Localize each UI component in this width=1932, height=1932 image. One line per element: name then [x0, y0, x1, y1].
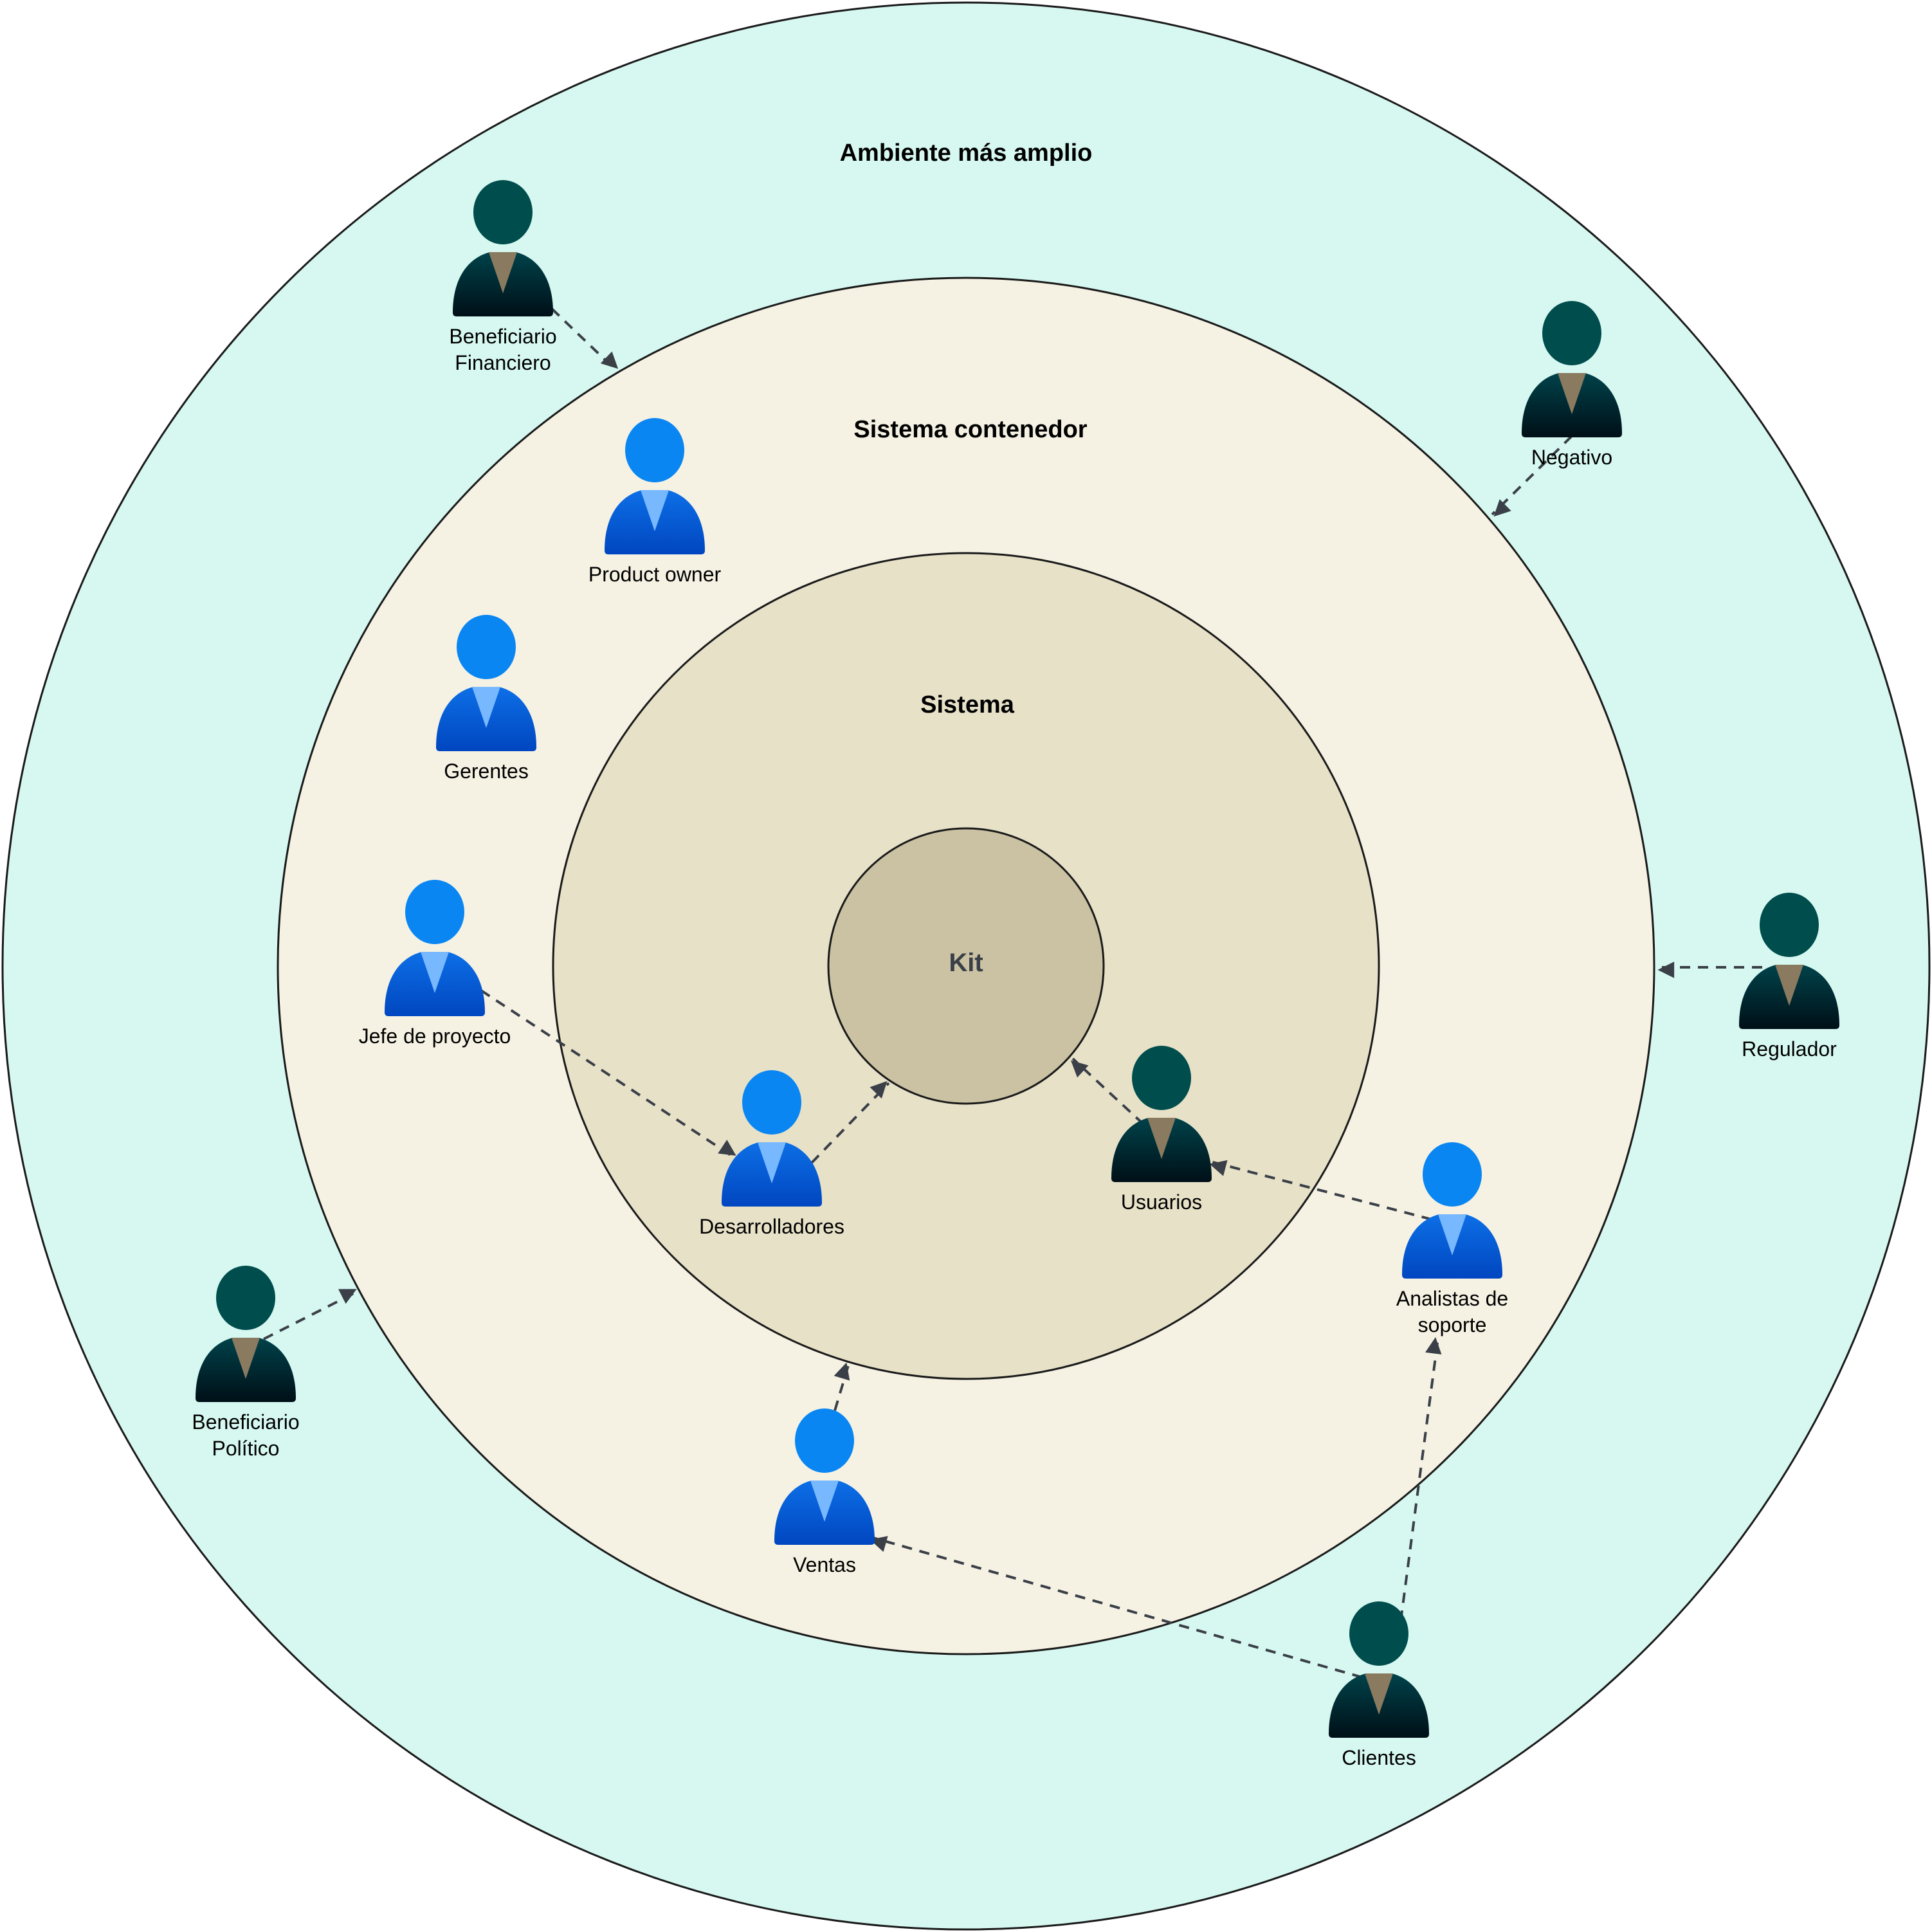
person-tie-shape [1438, 1214, 1466, 1255]
stakeholder-label: Beneficiario Financiero [449, 325, 556, 374]
stakeholder-negativo[interactable]: Negativo [1522, 301, 1622, 469]
stakeholder-label: Negativo [1531, 446, 1612, 469]
person-tie-shape [472, 687, 500, 728]
external-person-icon [1329, 1601, 1429, 1738]
stakeholder-label: Desarrolladores [699, 1215, 844, 1238]
connector-beneficiario-financiero-to-ring-contenedor [551, 307, 619, 372]
connector-usuarios-to-ring-kit [1070, 1057, 1145, 1125]
stakeholder-label-line: Negativo [1531, 446, 1612, 469]
stakeholder-ventas[interactable]: Ventas [774, 1408, 875, 1576]
ring-sistema-title: Sistema [920, 691, 1015, 718]
ring-ambiente-title: Ambiente más amplio [840, 140, 1093, 167]
stakeholder-label-line: soporte [1418, 1313, 1487, 1336]
stakeholder-label: Clientes [1342, 1746, 1416, 1769]
stakeholder-label-line: Product owner [588, 563, 722, 586]
external-person-icon [453, 180, 553, 316]
stakeholder-label-line: Gerentes [444, 760, 529, 783]
person-head-shape [742, 1070, 801, 1135]
stakeholder-label: Product owner [588, 563, 722, 586]
external-person-icon [1522, 301, 1622, 437]
ring-kit: Kit [827, 827, 1105, 1105]
ring-kit-circle [827, 827, 1105, 1105]
stakeholder-label: Beneficiario Político [192, 1410, 299, 1460]
person-head-shape [473, 180, 533, 244]
stakeholder-jefe-de-proyecto[interactable]: Jefe de proyecto [359, 880, 511, 1048]
stakeholder-regulador[interactable]: Regulador [1739, 893, 1839, 1061]
connector-clientes-to-analistas-de-soporte [1399, 1337, 1442, 1621]
person-head-shape [1542, 301, 1601, 365]
internal-person-icon [1402, 1142, 1502, 1279]
stakeholder-label: Jefe de proyecto [359, 1025, 511, 1048]
stakeholder-label-line: Jefe de proyecto [359, 1025, 511, 1048]
stakeholder-label: Usuarios [1121, 1190, 1202, 1214]
ring-kit-title: Kit [949, 949, 983, 977]
stakeholder-label: Regulador [1742, 1037, 1837, 1061]
stakeholder-label: Gerentes [444, 760, 529, 783]
person-tie-shape [641, 490, 669, 531]
stakeholder-label-line: Analistas de [1396, 1287, 1508, 1310]
person-tie-shape [489, 252, 517, 293]
internal-person-icon [605, 418, 705, 554]
stakeholder-label-line: Beneficiario [192, 1410, 299, 1434]
stakeholder-label-line: Regulador [1742, 1037, 1837, 1061]
person-head-shape [1760, 893, 1819, 957]
internal-person-icon [774, 1408, 875, 1545]
person-head-shape [795, 1408, 854, 1473]
person-tie-shape [1775, 965, 1803, 1006]
connector-analistas-de-soporte-to-usuarios [1209, 1160, 1432, 1221]
stakeholder-label-line: Financiero [455, 351, 551, 374]
stakeholder-label-line: Ventas [793, 1553, 856, 1576]
stakeholder-usuarios[interactable]: Usuarios [1111, 1046, 1212, 1214]
person-tie-shape [1147, 1118, 1176, 1159]
person-head-shape [405, 880, 464, 944]
connector-clientes-to-ventas [870, 1536, 1363, 1679]
stakeholder-beneficiario-politico[interactable]: Beneficiario Político [192, 1266, 300, 1460]
connector-negativo-to-ring-contenedor [1491, 435, 1573, 517]
stakeholder-beneficiario-financiero[interactable]: Beneficiario Financiero [449, 180, 557, 374]
ring-contenedor-title: Sistema contenedor [853, 416, 1087, 443]
person-tie-shape [1365, 1673, 1393, 1715]
person-tie-shape [810, 1481, 839, 1522]
person-head-shape [625, 418, 684, 482]
internal-person-icon [385, 880, 485, 1016]
stakeholder-label: Analistas de soporte [1396, 1287, 1508, 1336]
stakeholder-label-line: Desarrolladores [699, 1215, 844, 1238]
stakeholder-analistas-de-soporte[interactable]: Analistas de soporte [1396, 1142, 1508, 1336]
external-person-icon [1111, 1046, 1212, 1182]
person-head-shape [216, 1266, 275, 1330]
connector-jefe-de-proyecto-to-desarrolladores [480, 989, 736, 1159]
connector-ventas-to-ring-sistema [828, 1362, 850, 1428]
person-head-shape [457, 615, 516, 679]
stakeholder-label-line: Político [212, 1437, 280, 1460]
stakeholder-clientes[interactable]: Clientes [1329, 1601, 1429, 1769]
person-head-shape [1349, 1601, 1408, 1666]
stakeholder-label-line: Clientes [1342, 1746, 1416, 1769]
person-tie-shape [421, 952, 449, 993]
stakeholder-label: Ventas [793, 1553, 856, 1576]
person-head-shape [1132, 1046, 1191, 1110]
stakeholder-desarrolladores[interactable]: Desarrolladores [699, 1070, 844, 1238]
connections [263, 307, 1762, 1679]
external-person-icon [1739, 893, 1839, 1029]
external-person-icon [196, 1266, 296, 1402]
stakeholder-label-line: Beneficiario [449, 325, 556, 348]
connector-desarrolladores-to-ring-kit [810, 1080, 890, 1164]
stakeholder-label-line: Usuarios [1121, 1190, 1202, 1214]
stakeholder-product-owner[interactable]: Product owner [588, 418, 722, 586]
person-head-shape [1423, 1142, 1482, 1207]
person-tie-shape [232, 1338, 260, 1379]
internal-person-icon [722, 1070, 822, 1207]
stakeholders: Beneficiario Financiero Product owner Negat… [192, 180, 1839, 1769]
internal-person-icon [436, 615, 536, 751]
stakeholder-gerentes[interactable]: Gerentes [436, 615, 536, 783]
person-tie-shape [1558, 373, 1586, 414]
person-tie-shape [758, 1142, 786, 1183]
